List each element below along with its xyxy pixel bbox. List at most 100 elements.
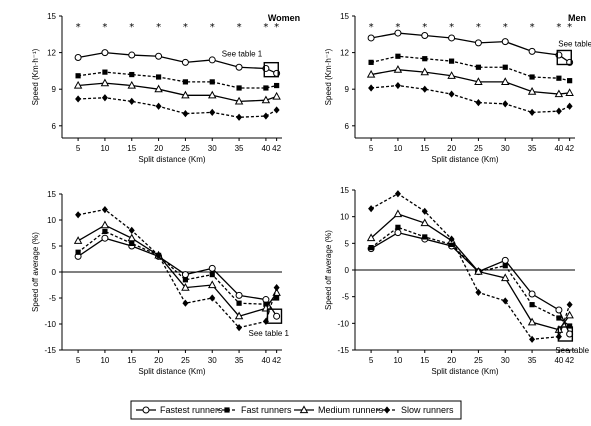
x-tick-label: 40 (554, 144, 563, 153)
y-tick-label: -5 (342, 293, 350, 302)
data-point (447, 71, 456, 79)
data-point (422, 234, 428, 240)
annotation-see-table: See table 1 (555, 346, 591, 355)
data-point (182, 299, 189, 307)
x-tick-label: 35 (235, 144, 244, 153)
y-tick-label: 5 (52, 242, 57, 251)
data-point (73, 236, 83, 244)
data-point (556, 315, 562, 321)
data-point (100, 78, 110, 87)
y-axis-label: Speed off average (%) (324, 230, 333, 310)
significance-asterisk: * (102, 22, 107, 33)
annotation-see-table: See table 1 (222, 50, 263, 59)
y-tick-label: 0 (52, 268, 57, 277)
data-point (394, 81, 401, 90)
data-point (474, 77, 483, 85)
data-point (75, 95, 82, 103)
data-point (182, 277, 189, 283)
x-tick-label: 42 (565, 144, 574, 153)
y-tick-label: 10 (47, 216, 56, 225)
data-point (502, 64, 508, 70)
data-point (209, 108, 216, 116)
data-point (448, 58, 455, 64)
legend: Fastest runners Fast runners Medium runner… (130, 400, 462, 420)
series-slow-runners (368, 81, 573, 116)
series-fast-runners (368, 224, 573, 329)
data-point (181, 58, 189, 66)
data-point (274, 82, 280, 89)
data-point (155, 74, 162, 80)
data-point (393, 209, 403, 218)
significance-asterisk: * (476, 22, 481, 33)
x-tick-label: 10 (393, 144, 402, 153)
data-point (273, 312, 281, 320)
series-line (370, 32, 571, 63)
x-tick-label: 5 (369, 356, 374, 365)
legend-label: Fastest runners (160, 405, 223, 415)
x-tick-label: 40 (554, 356, 563, 365)
series-line (370, 55, 570, 82)
data-point (236, 113, 243, 121)
x-tick-label: 35 (235, 356, 244, 365)
series-slow-runners (75, 206, 280, 332)
y-tick-label: -10 (337, 319, 349, 328)
data-point (181, 282, 190, 291)
significance-asterisk: * (530, 22, 535, 33)
data-point (261, 95, 271, 104)
x-tick-label: 25 (181, 356, 190, 365)
x-tick-label: 10 (393, 356, 402, 365)
data-point (529, 302, 535, 308)
annotation-box (266, 308, 283, 324)
data-point (207, 280, 217, 289)
x-tick-label: 15 (420, 356, 429, 365)
series-line (78, 97, 277, 118)
data-point (565, 88, 574, 96)
y-tick-label: -5 (49, 294, 57, 303)
data-point (208, 264, 216, 272)
data-point (554, 89, 564, 98)
data-point (368, 84, 375, 92)
data-point (273, 106, 280, 114)
x-tick-label: 15 (127, 356, 136, 365)
significance-asterisk: * (274, 22, 279, 33)
x-tick-label: 5 (76, 144, 81, 153)
data-point (236, 324, 243, 332)
significance-asterisk: * (129, 22, 134, 33)
significance-asterisk: * (503, 22, 508, 33)
series-line (370, 226, 571, 327)
data-point (422, 56, 428, 62)
data-point (155, 52, 163, 60)
data-point (101, 206, 108, 214)
data-point (102, 69, 108, 75)
significance-asterisk: * (183, 22, 188, 33)
x-tick-label: 20 (447, 356, 456, 365)
data-point (100, 220, 110, 229)
data-point (500, 77, 510, 85)
series-fastest-runners (367, 229, 574, 338)
x-tick-label: 20 (154, 144, 163, 153)
data-point (127, 233, 137, 242)
data-point (128, 226, 135, 234)
data-point (420, 67, 430, 76)
data-point (366, 233, 376, 242)
data-point (236, 300, 242, 306)
annotation-box (263, 61, 279, 78)
series-fast-runners (368, 53, 573, 84)
data-point (474, 39, 482, 47)
x-tick-label: 5 (76, 356, 81, 365)
data-point (101, 49, 109, 57)
significance-asterisk: * (369, 22, 374, 33)
x-tick-label: 25 (181, 144, 190, 153)
y-tick-label: 12 (340, 49, 349, 58)
data-point (448, 90, 455, 98)
y-tick-label: -15 (337, 346, 349, 355)
x-tick-label: 25 (474, 356, 483, 365)
data-point (393, 65, 403, 73)
annotation-box (556, 49, 572, 66)
chart-men-off-average: -15 -10 -5 0 5 10 15 5 10 15 20 25 30 35 40 42 Split dis… (324, 186, 591, 376)
data-point (101, 94, 108, 102)
data-point (529, 74, 535, 80)
data-point (474, 266, 483, 275)
x-axis-label: Split distance (Km) (138, 367, 205, 376)
